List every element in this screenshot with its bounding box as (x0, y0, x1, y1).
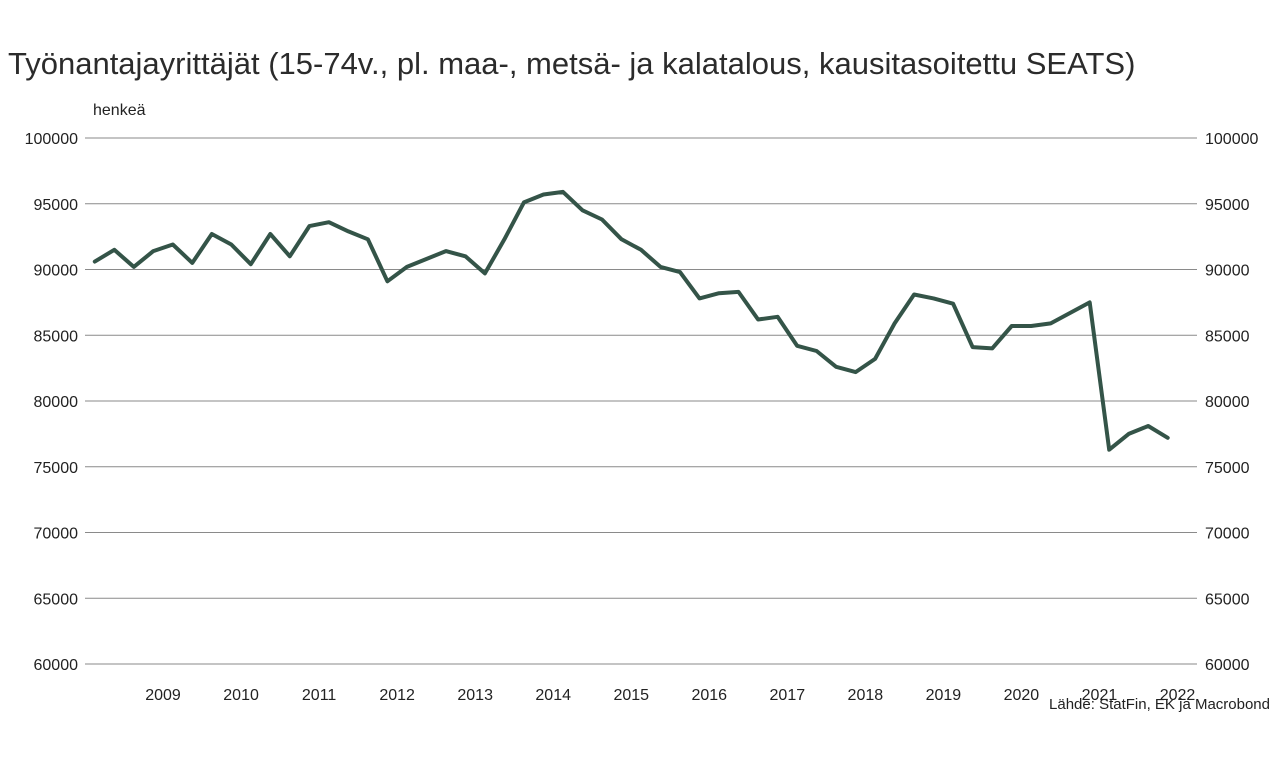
y-tick-label-right: 80000 (1205, 394, 1250, 411)
x-tick-label: 2013 (457, 687, 493, 704)
x-tick-label: 2010 (223, 687, 259, 704)
x-tick-label: 2012 (379, 687, 415, 704)
y-tick-label-left: 100000 (25, 131, 78, 148)
y-tick-label-left: 65000 (34, 591, 79, 608)
y-tick-label-right: 75000 (1205, 460, 1250, 477)
x-axis: 2009 2010 2011 2012 2013 2014 2015 2016 2017 2018… (145, 687, 1195, 704)
y-tick-label-left: 90000 (34, 263, 79, 280)
y-tick-label-right: 60000 (1205, 657, 1250, 674)
y-tick-label-right: 65000 (1205, 591, 1250, 608)
x-tick-label: 2021 (1082, 687, 1118, 704)
y-tick-label-right: 95000 (1205, 197, 1250, 214)
y-tick-label-left: 95000 (34, 197, 79, 214)
series-group (92, 189, 1170, 452)
y-tick-label-right: 70000 (1205, 526, 1250, 543)
y-tick-label-right: 100000 (1205, 131, 1258, 148)
x-tick-label: 2019 (926, 687, 962, 704)
x-tick-label: 2014 (535, 687, 571, 704)
y-axis-unit-label: henkeä (93, 102, 146, 119)
y-axis-left: 60000 65000 70000 75000 80000 85000 90000 95000… (25, 131, 78, 674)
y-tick-label-right: 90000 (1205, 263, 1250, 280)
x-tick-label: 2018 (848, 687, 884, 704)
series-line (92, 189, 1170, 452)
x-tick-label: 2017 (770, 687, 806, 704)
y-tick-label-right: 85000 (1205, 328, 1250, 345)
x-tick-label: 2016 (691, 687, 727, 704)
y-tick-label-left: 70000 (34, 526, 79, 543)
source-note: Lähde: StatFin, EK ja Macrobond (1049, 696, 1270, 713)
x-tick-label: 2020 (1004, 687, 1040, 704)
x-tick-label: 2015 (613, 687, 649, 704)
y-axis-right: 60000 65000 70000 75000 80000 85000 90000 95000… (1205, 131, 1258, 674)
y-tick-label-left: 80000 (34, 394, 79, 411)
y-tick-label-left: 85000 (34, 328, 79, 345)
x-tick-label: 2009 (145, 687, 181, 704)
x-tick-label: 2022 (1160, 687, 1196, 704)
x-tick-label: 2011 (302, 687, 337, 704)
chart-title: Työnantajayrittäjät (15-74v., pl. maa-, … (8, 46, 1136, 81)
gridlines (85, 137, 1197, 665)
y-tick-label-left: 75000 (34, 460, 79, 477)
y-tick-label-left: 60000 (34, 657, 79, 674)
